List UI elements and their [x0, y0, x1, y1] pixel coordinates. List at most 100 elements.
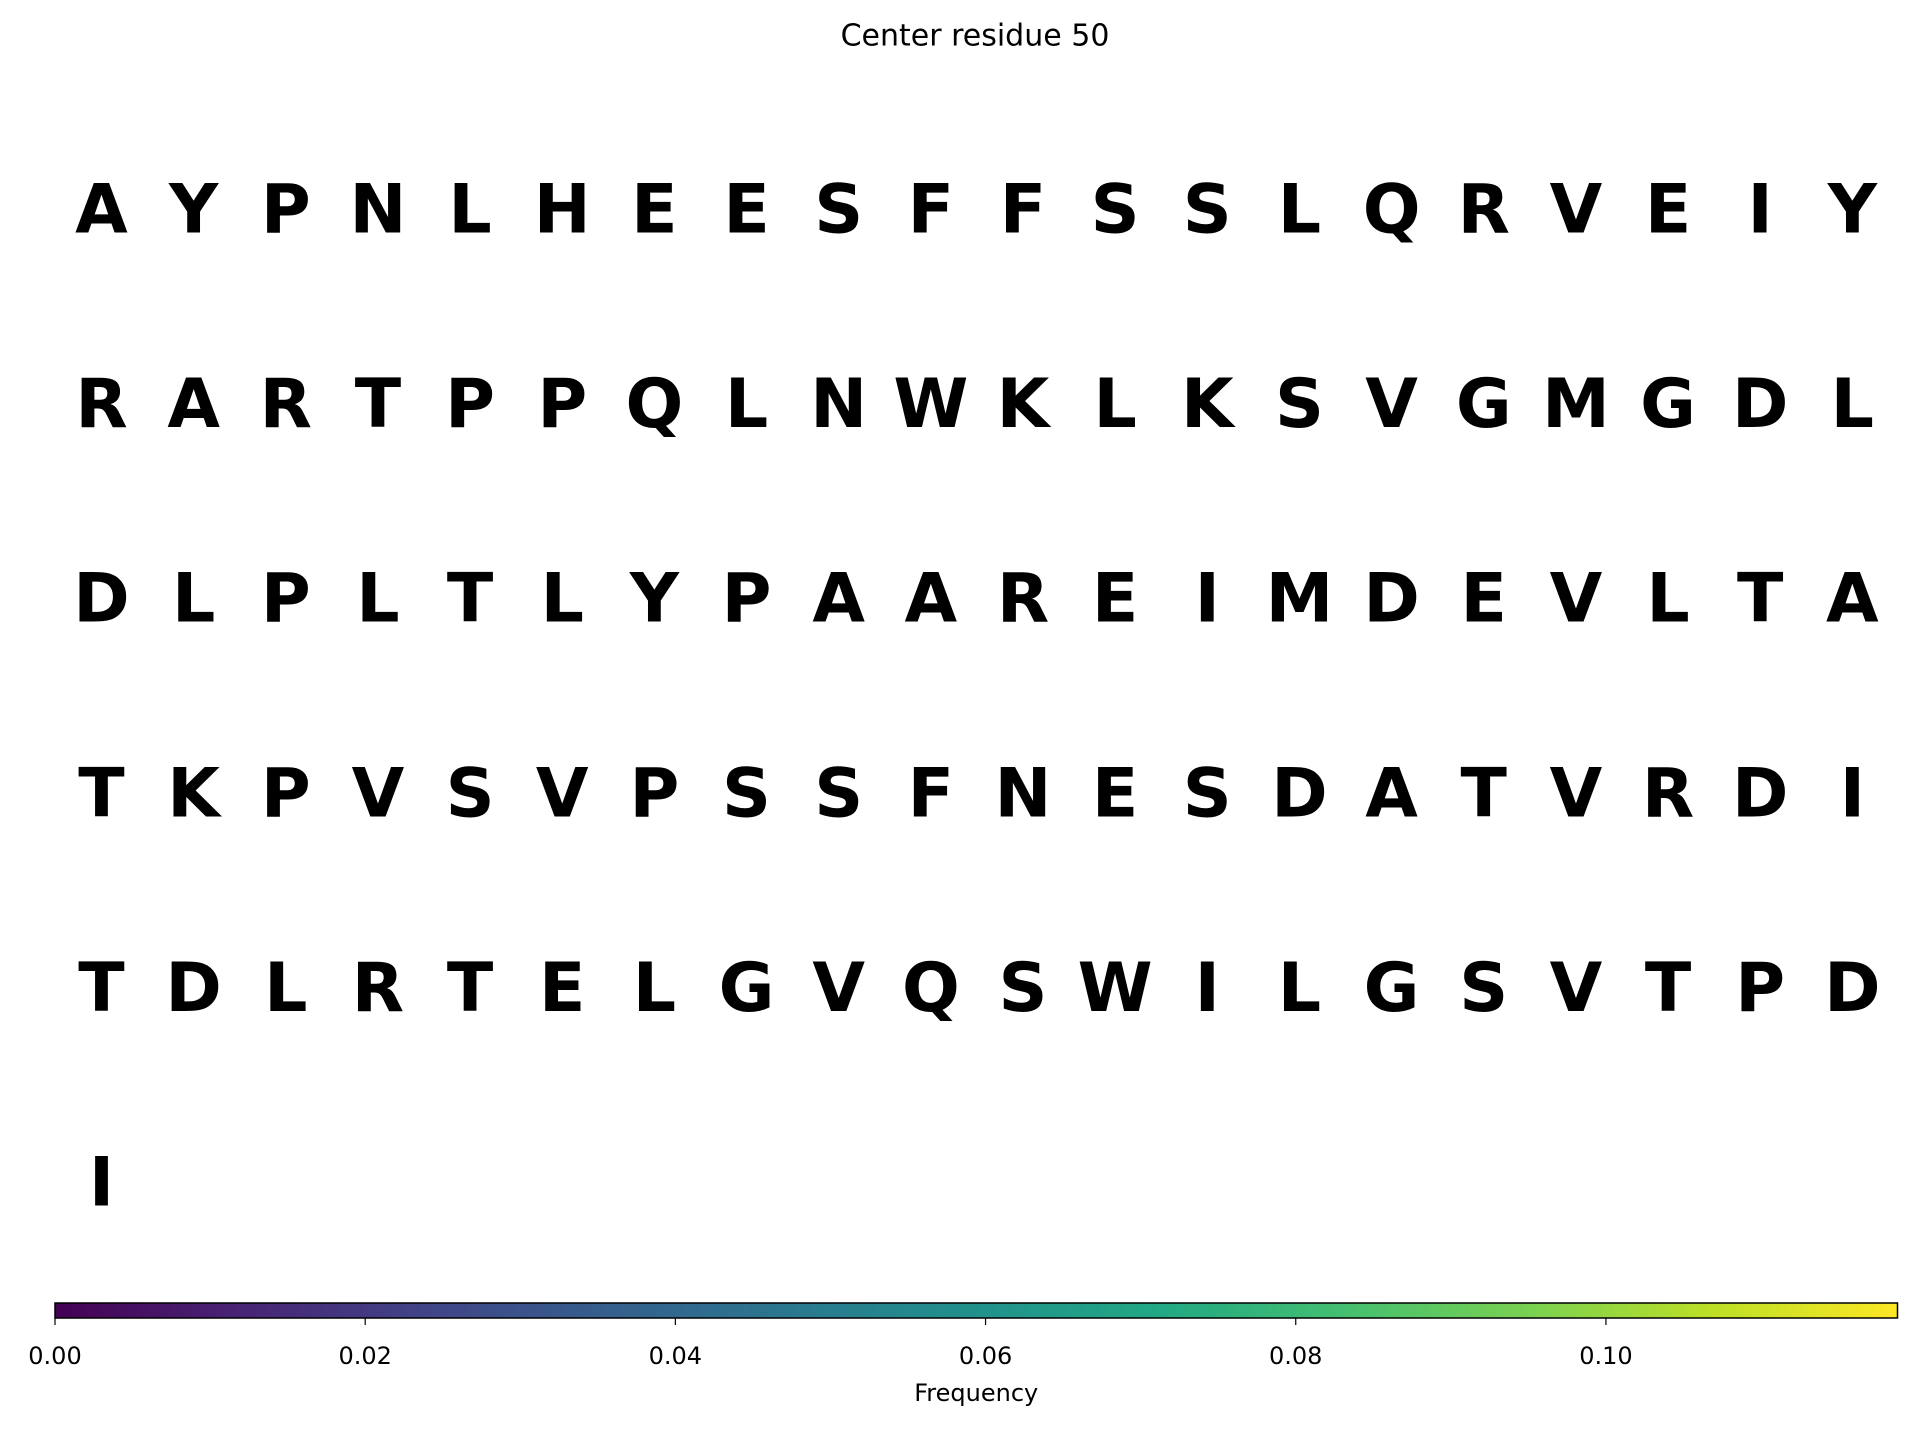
residue-letter: T [1645, 949, 1692, 1028]
residue-letter: K [167, 754, 222, 833]
residue-letter: V [1550, 560, 1603, 639]
residue-letter: E [1461, 560, 1507, 639]
residue-letter: V [812, 949, 865, 1028]
residue-letter: S [1183, 754, 1232, 833]
residue-letter: E [1645, 171, 1691, 250]
residue-letter: G [1364, 949, 1420, 1028]
residue-letter: E [539, 949, 585, 1028]
residue-letter: P [261, 171, 311, 250]
residue-letter: L [1093, 365, 1136, 444]
residue-letter: S [722, 754, 771, 833]
colorbar-tick-label: 0.00 [28, 1342, 81, 1370]
residue-letter: D [1732, 754, 1788, 833]
residue-letter: F [908, 754, 954, 833]
residue-letter: L [633, 949, 676, 1028]
residue-letter: I [1840, 754, 1865, 833]
residue-letter: F [1000, 171, 1046, 250]
residue-letter: W [1078, 949, 1153, 1028]
residue-letter: D [1732, 365, 1788, 444]
residue-letter: Q [1363, 171, 1421, 250]
residue-letter: T [447, 949, 494, 1028]
residue-letter: T [78, 754, 125, 833]
residue-letter: L [1646, 560, 1689, 639]
residue-letter: P [537, 365, 587, 444]
colorbar-tick-label: 0.06 [959, 1342, 1012, 1370]
residue-letter: T [1461, 754, 1508, 833]
residue-letter: W [893, 365, 968, 444]
colorbar-tick-label: 0.04 [649, 1342, 702, 1370]
residue-letter: L [1278, 171, 1321, 250]
residue-letter: E [631, 171, 677, 250]
residue-letter: S [1275, 365, 1324, 444]
residue-letter: Y [629, 560, 680, 639]
residue-letter: P [1735, 949, 1785, 1028]
residue-letter: L [725, 365, 768, 444]
residue-letter: Y [1827, 171, 1878, 250]
residue-letter: L [264, 949, 307, 1028]
residue-letter: A [75, 171, 128, 250]
residue-letter: R [75, 365, 127, 444]
residue-letter: L [1278, 949, 1321, 1028]
residue-letter: K [1181, 365, 1236, 444]
residue-letter: L [356, 560, 399, 639]
residue-letter: D [1824, 949, 1880, 1028]
residue-letter: Q [902, 949, 960, 1028]
residue-letter: R [1458, 171, 1510, 250]
colorbar-tick-label: 0.10 [1579, 1342, 1632, 1370]
residue-letter: S [999, 949, 1048, 1028]
residue-letter: F [908, 171, 954, 250]
residue-letter: I [1748, 171, 1773, 250]
residue-letter: R [352, 949, 404, 1028]
residue-letter: S [814, 754, 863, 833]
colorbar-tick-label: 0.08 [1269, 1342, 1322, 1370]
residue-letter: V [352, 754, 405, 833]
residue-letter: P [722, 560, 772, 639]
colorbar [54, 1302, 1899, 1319]
residue-letter: T [78, 949, 125, 1028]
residue-letter: S [1183, 171, 1232, 250]
residue-letter: E [1092, 560, 1138, 639]
residue-letter: D [73, 560, 129, 639]
residue-letter: S [1091, 171, 1140, 250]
residue-letter: L [448, 171, 491, 250]
residue-letter: V [1365, 365, 1418, 444]
residue-letter: A [905, 560, 958, 639]
residue-letter: D [1363, 560, 1419, 639]
residue-letter: S [1459, 949, 1508, 1028]
residue-letter: M [1542, 365, 1610, 444]
residue-letter: N [810, 365, 867, 444]
residue-letter: I [1195, 560, 1220, 639]
residue-letter: S [446, 754, 495, 833]
residue-letter: G [1640, 365, 1696, 444]
residue-letter: L [1831, 365, 1874, 444]
residue-letter: A [167, 365, 220, 444]
residue-letter: K [997, 365, 1052, 444]
residue-letter: R [260, 365, 312, 444]
residue-letter: I [89, 1144, 114, 1223]
residue-letter: H [534, 171, 591, 250]
residue-letter: P [629, 754, 679, 833]
residue-letter: E [723, 171, 769, 250]
residue-letter: E [1092, 754, 1138, 833]
residue-letter: T [447, 560, 494, 639]
chart-title: Center residue 50 [841, 19, 1110, 54]
residue-letter: Q [625, 365, 683, 444]
residue-letter: D [165, 949, 221, 1028]
residue-letter: V [1550, 754, 1603, 833]
residue-letter: A [812, 560, 865, 639]
residue-letter: N [349, 171, 406, 250]
residue-letter: R [997, 560, 1049, 639]
residue-letter: R [1642, 754, 1694, 833]
residue-letter: D [1271, 754, 1327, 833]
residue-letter: A [1365, 754, 1418, 833]
residue-letter: P [261, 754, 311, 833]
residue-letter: G [1456, 365, 1512, 444]
residue-letter: T [355, 365, 402, 444]
residue-letter: N [995, 754, 1052, 833]
colorbar-tick-label: 0.02 [338, 1342, 391, 1370]
colorbar-label: Frequency [914, 1379, 1038, 1407]
residue-letter: V [1550, 949, 1603, 1028]
residue-letter: V [536, 754, 589, 833]
